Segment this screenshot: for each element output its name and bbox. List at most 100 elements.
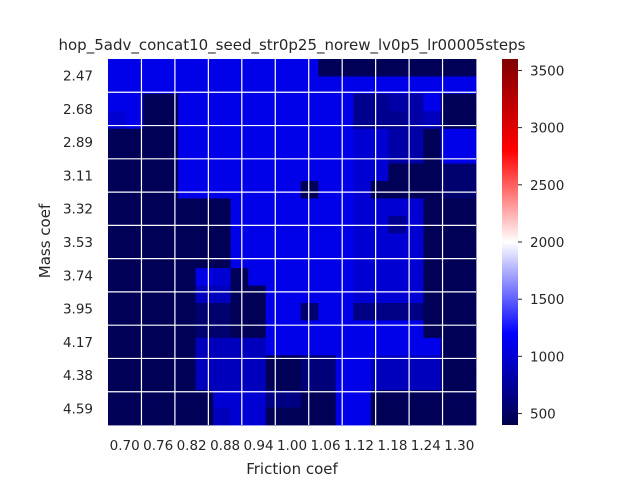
heatmap-cell xyxy=(423,181,442,199)
heatmap-cell xyxy=(318,128,337,147)
heatmap-cell xyxy=(440,76,459,95)
heatmap-cell xyxy=(265,128,284,147)
heatmap-cell xyxy=(283,233,302,252)
x-tick-label: 0.88 xyxy=(210,438,240,454)
heatmap-cell xyxy=(388,163,407,182)
heatmap-cell xyxy=(300,303,319,321)
heatmap-cell xyxy=(440,285,459,304)
heatmap-cell xyxy=(423,59,442,77)
heatmap-cell xyxy=(195,407,214,426)
heatmap-cell xyxy=(300,76,319,95)
y-tick-labels: 2.47 2.68 2.89 3.11 3.32 3.53 3.74 3.95 4.17 4.38… xyxy=(63,69,93,418)
heatmap-cell xyxy=(283,163,302,182)
heatmap-cell xyxy=(353,337,372,356)
heatmap-cell xyxy=(160,407,179,426)
heatmap-cell xyxy=(160,128,179,147)
chart-title: hop_5adv_concat10_seed_str0p25_norew_lv0… xyxy=(59,36,526,55)
heatmap-cell xyxy=(335,390,354,408)
heatmap-cell xyxy=(230,268,249,286)
heatmap-cell xyxy=(230,163,249,182)
heatmap-cell xyxy=(458,268,477,286)
heatmap-cell xyxy=(440,146,459,164)
heatmap-cell xyxy=(248,268,267,286)
heatmap-cell xyxy=(230,407,249,426)
colorbar-tick-label: 3500 xyxy=(530,63,564,79)
heatmap-cell xyxy=(353,181,372,199)
heatmap-cell xyxy=(370,163,389,182)
colorbar-tick-label: 1000 xyxy=(530,349,564,365)
heatmap-cell xyxy=(458,59,477,77)
heatmap-cell xyxy=(265,268,284,286)
heatmap-cell xyxy=(108,285,126,304)
heatmap-cell xyxy=(423,268,442,286)
heatmap-cell xyxy=(370,320,389,339)
heatmap-cell xyxy=(458,372,477,391)
heatmap-cell xyxy=(213,128,232,147)
heatmap-cell xyxy=(458,250,477,269)
heatmap-cell xyxy=(335,111,354,130)
heatmap-cell xyxy=(405,181,424,199)
heatmap-cell xyxy=(353,390,372,408)
heatmap-cell xyxy=(388,59,407,77)
y-tick-label: 3.53 xyxy=(63,235,93,251)
heatmap-cell xyxy=(213,163,232,182)
y-tick-label: 3.74 xyxy=(63,268,93,284)
heatmap-cell xyxy=(423,250,442,269)
heatmap-cell xyxy=(370,303,389,321)
heatmap-cell xyxy=(300,233,319,252)
heatmap-cell xyxy=(178,268,197,286)
heatmap-cell xyxy=(440,93,459,112)
heatmap-cell xyxy=(213,285,232,304)
heatmap-cell xyxy=(318,285,337,304)
heatmap-cell xyxy=(388,181,407,199)
y-tick-label: 4.38 xyxy=(63,368,93,384)
x-tick-label: 1.12 xyxy=(344,438,374,454)
heatmap-cell xyxy=(283,76,302,95)
y-tick-label: 3.11 xyxy=(63,169,93,185)
heatmap-cell xyxy=(195,128,214,147)
heatmap-cell xyxy=(125,372,144,391)
heatmap-cell xyxy=(318,76,337,95)
heatmap-cell xyxy=(160,372,179,391)
heatmap-cell xyxy=(108,76,126,95)
heatmap-cell xyxy=(335,285,354,304)
colorbar-tick-label: 2500 xyxy=(530,178,564,194)
heatmap-cell xyxy=(160,76,179,95)
heatmap-cell xyxy=(283,320,302,339)
heatmap-cell xyxy=(370,128,389,147)
heatmap-cell xyxy=(335,233,354,252)
heatmap-cells xyxy=(108,59,477,426)
heatmap-cell xyxy=(248,128,267,147)
heatmap-cell xyxy=(283,355,302,374)
heatmap-cell xyxy=(178,76,197,95)
heatmap-cell xyxy=(300,407,319,426)
heatmap-cell xyxy=(195,390,214,408)
heatmap-cell xyxy=(423,128,442,147)
heatmap-cell xyxy=(178,181,197,199)
heatmap-cell xyxy=(125,233,144,252)
heatmap-cell xyxy=(160,337,179,356)
heatmap-cell xyxy=(458,337,477,356)
heatmap-cell xyxy=(440,59,459,77)
heatmap-cell xyxy=(335,146,354,164)
heatmap-cell xyxy=(108,303,126,321)
y-tick-label: 4.17 xyxy=(63,335,93,351)
heatmap-cell xyxy=(405,233,424,252)
heatmap-cell xyxy=(353,303,372,321)
heatmap-cell xyxy=(458,111,477,130)
heatmap-cell xyxy=(178,198,197,217)
heatmap-cell xyxy=(125,146,144,164)
heatmap-cell xyxy=(423,233,442,252)
heatmap-cell xyxy=(300,320,319,339)
heatmap-cell xyxy=(388,285,407,304)
heatmap-cell xyxy=(353,355,372,374)
heatmap-cell xyxy=(335,355,354,374)
heatmap-cell xyxy=(213,390,232,408)
heatmap-cell xyxy=(108,372,126,391)
heatmap-cell xyxy=(300,337,319,356)
heatmap-cell xyxy=(248,337,267,356)
heatmap-cell xyxy=(353,198,372,217)
heatmap-cell xyxy=(195,181,214,199)
heatmap-cell xyxy=(160,268,179,286)
